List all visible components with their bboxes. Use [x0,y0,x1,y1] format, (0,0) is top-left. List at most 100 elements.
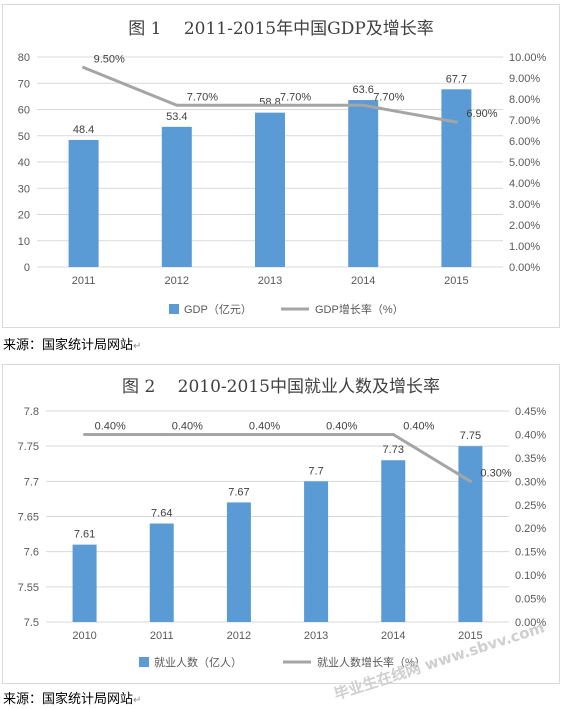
bar [72,544,97,622]
left-axis-tick-label: 70 [18,78,30,90]
left-axis-tick-label: 20 [18,210,30,222]
source-note: 来源：国家统计局网站↵ [3,688,141,707]
growth-rate-point [237,432,241,436]
line-data-label: 7.70% [187,91,218,103]
bar-data-label: 67.7 [446,73,467,85]
bar-data-label: 7.67 [228,486,249,498]
left-axis-tick-label: 10 [18,236,30,248]
left-axis-tick-label: 60 [18,105,30,117]
bar [149,523,174,622]
right-axis-tick-label: 0.00% [509,262,540,274]
right-axis-tick-label: 5.00% [509,157,540,169]
right-axis-tick-label: 0.25% [515,500,546,512]
right-axis-tick-label: 1.00% [509,241,540,253]
bar [458,446,483,622]
x-axis-tick-label: 2014 [351,275,375,287]
x-axis-tick-label: 2011 [150,630,174,642]
growth-rate-point [314,432,318,436]
line-data-label: 0.40% [172,420,203,432]
right-axis-tick-label: 2.00% [509,220,540,232]
bar-data-label: 7.75 [460,430,481,442]
bar [304,481,329,622]
bar [161,126,192,267]
bar-data-label: 53.4 [166,111,187,123]
bar [381,460,406,622]
growth-rate-point [82,66,86,69]
legend-bar-label: GDP（亿元） [184,303,252,316]
bar-data-label: 7.7 [308,465,323,477]
x-axis-tick-label: 2012 [165,275,189,287]
growth-rate-point [175,103,179,107]
left-axis-tick-label: 7.8 [24,406,39,418]
growth-rate-point [391,432,395,436]
x-axis-tick-label: 2011 [72,275,96,287]
left-axis-tick-label: 7.7 [24,476,39,488]
left-axis-tick-label: 7.5 [24,617,39,629]
left-axis-tick-label: 7.55 [18,582,39,594]
left-axis-tick-label: 7.6 [24,547,39,559]
right-axis-tick-label: 0.00% [515,617,546,629]
right-axis-tick-label: 0.20% [515,523,546,535]
employment-chart-plot: 7.5 7.55 7.6 7.65 7.7 7.75 7.8 0.00% 0.05% 0.10% 0… [18,406,547,669]
paragraph-mark-icon: ↵ [133,341,142,352]
line-data-label: 7.70% [373,91,404,103]
right-axis-tick-label: 0.45% [515,406,546,418]
left-axis-tick-label: 7.75 [18,441,39,453]
right-axis-tick-label: 0.10% [515,570,546,582]
bar [226,502,251,622]
bar-data-label: 7.61 [74,529,95,541]
growth-rate-point [83,432,87,436]
gdp-chart-plot: 0 10 20 30 40 50 60 70 80 0.00% 1.00% 2.00% 3.00% 4.0… [18,52,547,316]
right-axis-tick-label: 10.00% [509,52,547,64]
line-data-label: 9.50% [94,54,125,66]
growth-rate-line [84,432,472,483]
line-data-label: 7.70% [280,91,311,103]
right-axis-tick-label: 6.00% [509,136,540,148]
bar-data-label: 7.73 [383,444,404,456]
bar-data-label: 7.64 [151,508,172,520]
x-axis-tick-label: 2012 [227,630,251,642]
line-data-label: 0.40% [403,420,434,432]
chart-title: 图 1 2011-2015年中国GDP及增长率 [128,19,434,39]
legend-line-label: GDP增长率（%） [315,302,404,316]
right-axis-tick-label: 8.00% [509,94,540,106]
left-axis-tick-label: 80 [18,52,30,64]
source-text: 来源：国家统计局网站 [3,692,134,707]
right-axis-tick-label: 0.30% [515,476,546,488]
x-axis-tick-label: 2013 [304,630,328,642]
source-text: 来源：国家统计局网站 [3,338,134,353]
employment-chart: 图 2 2010-2015中国就业人数及增长率 7.5 7.55 7.6 7.65 7.… [2,364,560,704]
bar-data-label: 48.4 [73,124,94,136]
right-axis-tick-label: 0.40% [515,429,546,441]
bar [68,139,99,267]
left-axis-tick-label: 7.65 [18,512,39,524]
bar [255,112,285,268]
right-axis-tick-label: 3.00% [509,199,540,211]
left-axis-tick-label: 40 [18,157,30,169]
right-axis-tick-label: 7.00% [509,115,540,127]
legend-bar-swatch [139,657,149,667]
line-data-label: 0.40% [249,420,280,432]
left-axis-tick-label: 0 [24,262,30,274]
bar [348,100,379,267]
line-data-label: 6.90% [466,108,497,120]
gdp-chart: 图 1 2011-2015年中国GDP及增长率 0 10 20 30 40 50 60 70 8… [2,4,560,328]
line-data-label: 0.30% [480,467,511,479]
line-data-label: 0.40% [95,420,126,432]
right-axis-tick-label: 4.00% [509,178,540,190]
legend-bar-swatch [169,304,179,314]
right-axis-tick-label: 0.15% [515,547,546,559]
left-axis-tick-label: 30 [18,183,30,195]
x-axis-tick-label: 2010 [72,630,96,642]
line-data-label: 0.40% [326,420,357,432]
legend-bar-label: 就业人数（亿人） [154,655,242,669]
right-axis-tick-label: 0.05% [515,594,546,606]
x-axis-tick-label: 2015 [444,275,468,287]
growth-rate-point [268,103,272,107]
source-note: 来源：国家统计局网站↵ [3,334,141,353]
x-axis-tick-label: 2015 [458,630,482,642]
x-axis-tick-label: 2014 [381,630,405,642]
growth-rate-point [160,432,164,436]
paragraph-mark-icon: ↵ [133,695,142,706]
left-axis-tick-label: 50 [18,131,30,143]
